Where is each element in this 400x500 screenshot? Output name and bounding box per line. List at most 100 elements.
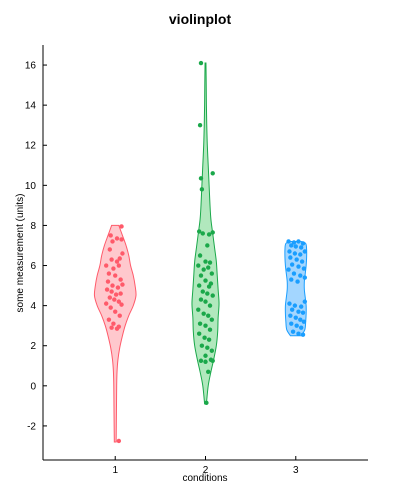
data-point-1 [110,239,114,243]
data-point-3 [287,301,291,305]
data-point-3 [301,310,305,314]
data-point-3 [298,252,302,256]
data-point-3 [288,313,292,317]
data-point-1 [112,297,116,301]
data-point-3 [296,239,300,243]
data-point-2 [199,359,203,363]
violin-body-2 [192,63,219,404]
data-point-1 [113,309,117,313]
data-point-2 [196,263,200,267]
data-point-1 [119,237,123,241]
data-point-3 [296,332,300,336]
data-point-1 [120,282,124,286]
data-point-2 [199,297,203,301]
x-axis-label: conditions [182,473,227,484]
violin-body-1 [94,225,136,442]
data-point-1 [109,305,113,309]
y-tick-label: 0 [30,381,36,392]
data-point-2 [211,359,215,363]
data-point-3 [303,275,307,279]
data-point-2 [199,176,203,180]
y-tick-label: 14 [25,101,37,112]
data-point-3 [294,257,298,261]
data-point-1 [110,283,114,287]
y-tick-label: 2 [30,341,36,352]
data-point-2 [203,354,207,358]
data-point-2 [203,278,207,282]
data-point-2 [196,307,200,311]
y-tick-label: 10 [25,181,37,192]
data-point-2 [210,317,214,321]
data-point-1 [109,233,113,237]
data-point-1 [118,256,122,260]
y-tick-label: 16 [25,61,37,72]
data-point-1 [108,247,112,251]
data-point-2 [207,338,211,342]
data-point-1 [111,321,115,325]
data-point-2 [210,271,214,275]
data-point-2 [197,283,201,287]
data-point-3 [289,321,293,325]
data-point-3 [286,267,290,271]
data-point-1 [114,292,118,296]
data-point-1 [116,285,120,289]
data-point-2 [211,293,215,297]
data-point-1 [105,287,109,291]
data-point-3 [291,329,295,333]
data-point-3 [293,303,297,307]
data-point-1 [117,439,121,443]
x-tick-label: 3 [293,465,299,476]
data-point-2 [200,344,204,348]
data-point-2 [207,284,211,288]
data-point-3 [294,244,298,248]
data-point-1 [107,317,111,321]
data-point-2 [200,187,204,191]
data-point-2 [201,289,205,293]
data-point-2 [208,303,212,307]
data-point-1 [119,302,123,306]
data-point-3 [301,241,305,245]
data-point-2 [197,332,201,336]
data-point-2 [198,321,202,325]
data-point-1 [109,289,113,293]
data-point-1 [118,313,122,317]
data-point-2 [206,313,210,317]
data-point-2 [198,123,202,127]
data-point-3 [296,309,300,313]
y-tick-label: 12 [25,141,37,152]
data-point-1 [109,257,113,261]
y-axis-label: some measurement (units) [15,194,26,313]
data-point-3 [303,299,307,303]
data-point-3 [293,251,297,255]
data-point-2 [203,259,207,263]
data-point-1 [108,295,112,299]
data-point-2 [203,323,207,327]
data-point-3 [296,264,300,268]
data-point-1 [113,273,117,277]
data-point-2 [201,311,205,315]
data-point-3 [289,243,293,247]
data-point-3 [299,325,303,329]
data-point-3 [294,315,298,319]
data-point-2 [208,260,212,264]
data-point-2 [201,231,205,235]
data-point-2 [203,360,207,364]
data-point-2 [198,253,202,257]
data-point-3 [302,319,306,323]
data-point-1 [115,236,119,240]
data-point-2 [206,265,210,269]
y-tick-label: -2 [27,421,36,432]
data-point-3 [290,307,294,311]
data-point-2 [211,171,215,175]
data-point-1 [107,271,111,275]
data-point-3 [290,262,294,266]
y-tick-label: 6 [30,261,36,272]
data-point-2 [201,267,205,271]
data-point-1 [111,266,115,270]
data-point-3 [289,277,293,281]
data-point-1 [118,277,122,281]
data-point-2 [208,327,212,331]
data-point-1 [104,263,108,267]
data-point-3 [287,249,291,253]
